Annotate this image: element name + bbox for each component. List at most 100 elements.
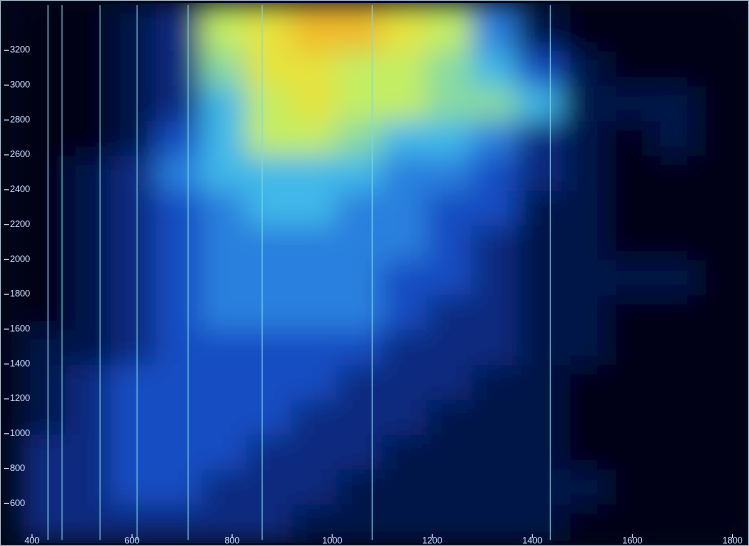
heat-cell bbox=[111, 363, 158, 400]
heat-cell bbox=[651, 468, 698, 505]
heat-cell bbox=[651, 84, 698, 121]
heat-cell bbox=[336, 502, 383, 541]
heat-cell bbox=[246, 293, 293, 330]
heat-cell bbox=[246, 84, 293, 121]
heat-cell bbox=[336, 84, 383, 121]
heat-cell bbox=[111, 49, 158, 86]
heat-cell bbox=[696, 468, 746, 505]
x-tick-label: 1800 bbox=[722, 535, 742, 545]
heat-cell bbox=[516, 224, 563, 261]
heat-cell bbox=[66, 398, 113, 435]
heat-cell bbox=[246, 502, 293, 541]
heat-cell bbox=[156, 433, 203, 470]
heat-cell bbox=[156, 189, 203, 226]
heat-cell bbox=[426, 189, 473, 226]
heat-cell bbox=[381, 189, 428, 226]
heat-cell bbox=[336, 398, 383, 435]
heat-cell bbox=[66, 154, 113, 191]
heat-cell bbox=[606, 293, 653, 330]
heat-cell bbox=[291, 468, 338, 505]
heat-cell bbox=[246, 468, 293, 505]
heat-cell bbox=[111, 293, 158, 330]
x-tick-label: 400 bbox=[24, 535, 39, 545]
x-tick-label: 1600 bbox=[622, 535, 642, 545]
heat-cell bbox=[66, 119, 113, 156]
heat-cell bbox=[471, 502, 518, 541]
heat-cell bbox=[696, 293, 746, 330]
heat-cell bbox=[66, 363, 113, 400]
heat-cell bbox=[696, 433, 746, 470]
heat-cell bbox=[156, 224, 203, 261]
heat-cell bbox=[336, 363, 383, 400]
heat-cell bbox=[471, 398, 518, 435]
heat-cell bbox=[66, 433, 113, 470]
heat-cell bbox=[66, 84, 113, 121]
y-tick-label: 600 bbox=[10, 498, 25, 508]
heat-cell bbox=[426, 468, 473, 505]
heat-cell bbox=[336, 224, 383, 261]
heat-cell bbox=[201, 363, 248, 400]
heat-cell bbox=[606, 189, 653, 226]
x-tick-label: 1000 bbox=[322, 535, 342, 545]
x-tick-label: 800 bbox=[225, 535, 240, 545]
heat-cell bbox=[471, 224, 518, 261]
heat-cell bbox=[336, 119, 383, 156]
heat-cell bbox=[156, 258, 203, 295]
heat-cell bbox=[651, 4, 698, 51]
heat-cell bbox=[111, 328, 158, 365]
heat-cell bbox=[426, 258, 473, 295]
heat-cell bbox=[471, 433, 518, 470]
spectrogram: 6008001000120014001600180020002200240026… bbox=[0, 0, 749, 546]
heat-cell bbox=[561, 502, 608, 541]
heat-cell bbox=[606, 433, 653, 470]
heat-cell bbox=[381, 468, 428, 505]
heat-cell bbox=[381, 84, 428, 121]
heat-cell bbox=[201, 258, 248, 295]
heat-cell bbox=[201, 293, 248, 330]
heat-cell bbox=[516, 84, 563, 121]
y-tick-label: 2800 bbox=[10, 114, 30, 124]
heat-cell bbox=[66, 502, 113, 541]
heat-cell bbox=[66, 224, 113, 261]
heat-cell bbox=[381, 502, 428, 541]
heat-cell bbox=[471, 119, 518, 156]
heat-cell bbox=[606, 468, 653, 505]
heat-cell bbox=[561, 49, 608, 86]
heat-cell bbox=[516, 258, 563, 295]
heat-cell bbox=[696, 328, 746, 365]
y-tick-label: 1000 bbox=[10, 428, 30, 438]
heat-cell bbox=[111, 154, 158, 191]
heat-cell bbox=[291, 154, 338, 191]
heat-cell bbox=[426, 84, 473, 121]
heat-cell bbox=[606, 398, 653, 435]
heat-cell bbox=[561, 258, 608, 295]
heat-cell bbox=[246, 224, 293, 261]
heat-cell bbox=[246, 4, 293, 51]
heat-cell bbox=[111, 258, 158, 295]
heat-cell bbox=[426, 224, 473, 261]
heat-cell bbox=[201, 398, 248, 435]
heat-cell bbox=[291, 4, 338, 51]
heat-cell bbox=[651, 328, 698, 365]
heat-cell bbox=[426, 398, 473, 435]
heat-cell bbox=[606, 154, 653, 191]
heat-cell bbox=[606, 49, 653, 86]
heat-cell bbox=[246, 363, 293, 400]
y-tick-label: 1200 bbox=[10, 393, 30, 403]
heat-cell bbox=[291, 224, 338, 261]
heat-cell bbox=[381, 258, 428, 295]
heat-cell bbox=[696, 189, 746, 226]
heat-cell bbox=[291, 258, 338, 295]
heat-cell bbox=[426, 363, 473, 400]
heat-cell bbox=[156, 154, 203, 191]
heat-cell bbox=[156, 293, 203, 330]
heat-cell bbox=[201, 4, 248, 51]
heat-cell bbox=[471, 84, 518, 121]
heat-cell bbox=[651, 293, 698, 330]
heat-cell bbox=[291, 119, 338, 156]
heat-cells bbox=[21, 4, 746, 541]
heat-cell bbox=[66, 468, 113, 505]
heat-cell bbox=[336, 189, 383, 226]
heat-cell bbox=[291, 328, 338, 365]
heat-cell bbox=[561, 328, 608, 365]
